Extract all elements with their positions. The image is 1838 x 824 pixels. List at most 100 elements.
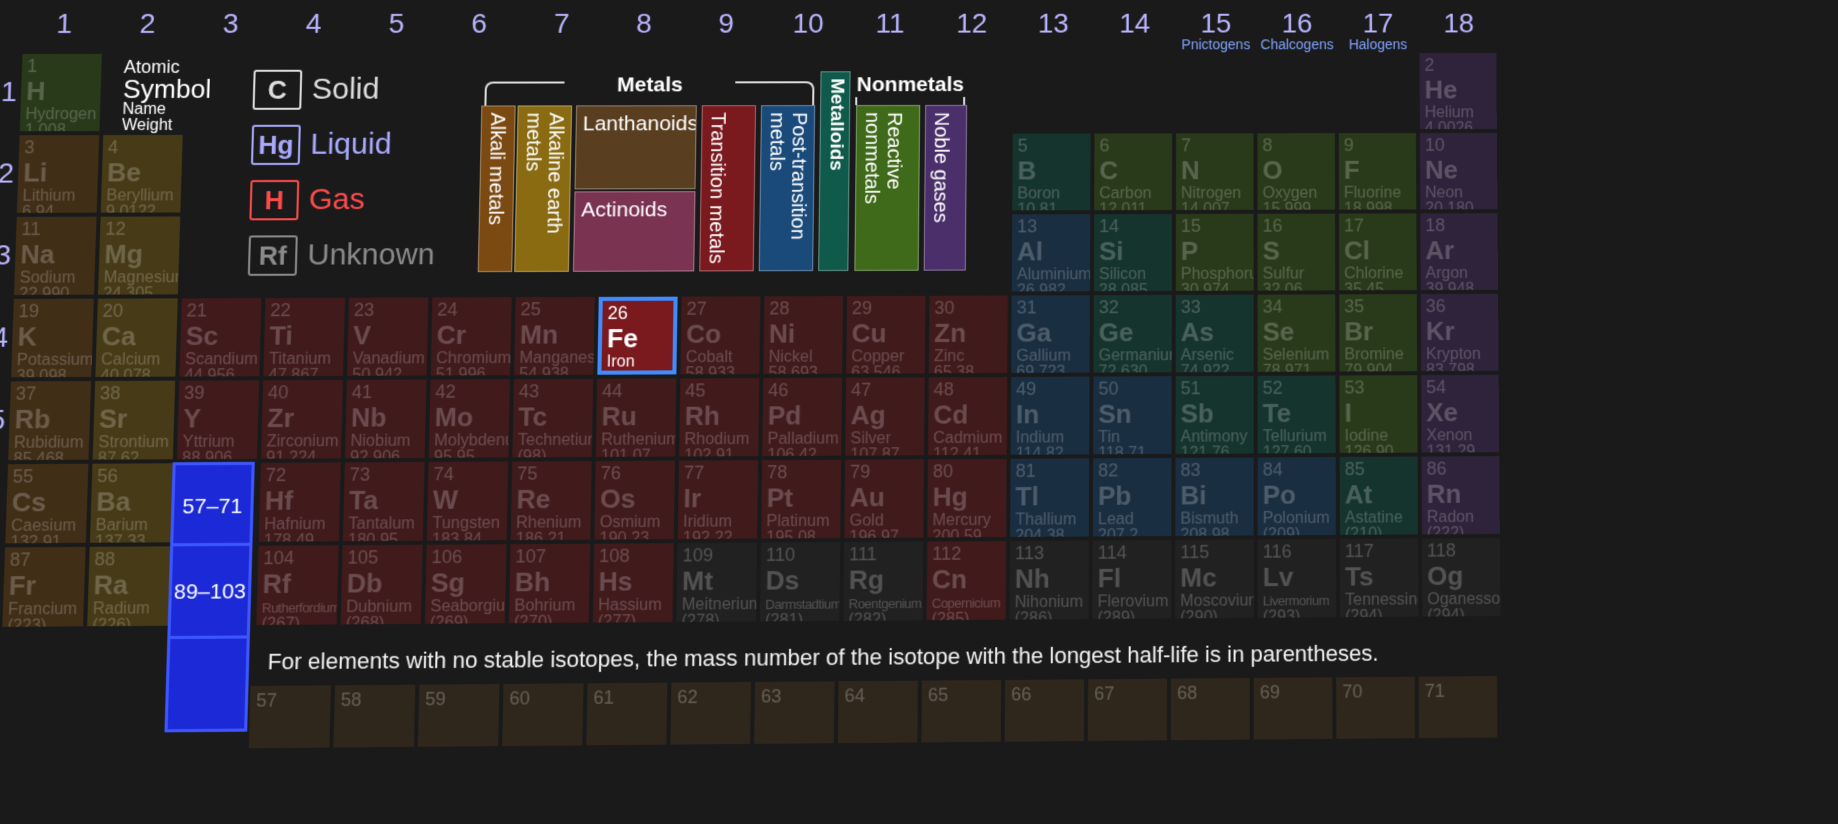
element-cell-mg[interactable]: 12 Mg Magnesium 24.305	[98, 216, 180, 294]
element-cell-cl[interactable]: 17 Cl Chlorine 35.45	[1339, 213, 1417, 290]
element-cell-rb[interactable]: 37 Rb Rubidium 85.468	[8, 381, 91, 460]
element-cell-sg[interactable]: 106 Sg Seaborgium (269)	[425, 544, 507, 624]
category-transition[interactable]: Transition metals	[699, 105, 756, 271]
element-cell-tc[interactable]: 43 Tc Technetium (98)	[512, 379, 593, 458]
lanthanoid-placeholder[interactable]: 57–71	[170, 462, 255, 547]
element-cell-at[interactable]: 85 At Astatine (210)	[1340, 457, 1418, 535]
lanthanoid-stub-61[interactable]: 61	[586, 683, 667, 746]
element-cell-y[interactable]: 39 Y Yttrium 88.906	[177, 380, 259, 459]
element-cell-nb[interactable]: 41 Nb Niobium 92.906	[345, 380, 427, 459]
element-cell-lv[interactable]: 116 Lv Livermorium (293)	[1258, 539, 1336, 618]
element-cell-pt[interactable]: 78 Pt Platinum 195.08	[761, 460, 841, 539]
lanthanoid-stub-67[interactable]: 67	[1088, 679, 1167, 741]
element-cell-sr[interactable]: 38 Sr Strontium 87.62	[93, 381, 176, 460]
element-cell-mt[interactable]: 109 Mt Meitnerium (278)	[676, 543, 757, 622]
element-cell-fe[interactable]: 26FeIron55.845	[597, 297, 677, 375]
element-cell-p[interactable]: 15 P Phosphorus 30.974	[1176, 214, 1254, 291]
lanthanoid-stub-65[interactable]: 65	[921, 680, 1001, 742]
lanthanoid-stub-58[interactable]: 58	[333, 685, 415, 748]
element-cell-pd[interactable]: 46 Pd Palladium 106.42	[762, 378, 842, 456]
element-cell-ts[interactable]: 117 Ts Tennessine (294)	[1340, 538, 1418, 617]
element-cell-br[interactable]: 35 Br Bromine 79.904	[1339, 294, 1417, 371]
element-cell-os[interactable]: 76 Os Osmium 190.23	[594, 461, 675, 540]
element-cell-zr[interactable]: 40 Zr Zirconium 91.224	[261, 380, 343, 459]
element-cell-ne[interactable]: 10 Ne Neon 20.180	[1420, 133, 1498, 209]
element-cell-bh[interactable]: 107 Bh Bohrium (270)	[509, 544, 590, 624]
element-cell-ra[interactable]: 88 Ra Radium (226)	[87, 546, 170, 626]
category-alkali[interactable]: Alkali metals	[478, 105, 516, 272]
element-cell-ni[interactable]: 28 Ni Nickel 58.693	[763, 296, 843, 374]
lanthanoid-stub-71[interactable]: 71	[1419, 676, 1498, 738]
element-cell-i[interactable]: 53 I Iodine 126.90	[1339, 375, 1417, 453]
element-cell-f[interactable]: 9 F Fluorine 18.998	[1339, 133, 1417, 210]
lanthanoid-stub-64[interactable]: 64	[838, 681, 918, 743]
element-cell-kr[interactable]: 36 Kr Krypton 83.798	[1421, 294, 1499, 371]
category-post[interactable]: Post-transition metals	[759, 105, 815, 271]
element-cell-ir[interactable]: 77 Ir Iridium 192.22	[678, 460, 758, 539]
element-cell-mn[interactable]: 25 Mn Manganese 54.938	[514, 297, 595, 375]
element-cell-mc[interactable]: 115 Mc Moscovium (290)	[1175, 539, 1254, 618]
lanthanoid-stub-69[interactable]: 69	[1254, 677, 1333, 739]
lanthanoid-stub-63[interactable]: 63	[754, 681, 834, 743]
element-cell-li[interactable]: 3 Li Lithium 6.94	[17, 135, 99, 213]
element-cell-db[interactable]: 105 Db Dubnium (268)	[341, 545, 423, 625]
lanthanoid-stub-66[interactable]: 66	[1005, 679, 1084, 741]
element-cell-ru[interactable]: 44 Ru Ruthenium 101.07	[596, 378, 677, 457]
element-cell-po[interactable]: 84 Po Polonium (209)	[1258, 457, 1336, 535]
element-cell-ga[interactable]: 31 Ga Gallium 69.723	[1011, 295, 1090, 373]
element-cell-fr[interactable]: 87 Fr Francium (223)	[2, 547, 85, 627]
element-cell-b[interactable]: 5 B Boron 10.81	[1012, 134, 1090, 211]
element-cell-mo[interactable]: 42 Mo Molybdenum 95.95	[429, 379, 510, 458]
element-cell-hg[interactable]: 80 Hg Mercury 200.59	[927, 459, 1006, 538]
element-cell-re[interactable]: 75 Re Rhenium 186.21	[511, 461, 592, 540]
element-cell-fl[interactable]: 114 Fl Flerovium (289)	[1092, 540, 1171, 619]
element-cell-nh[interactable]: 113 Nh Nihonium (286)	[1010, 541, 1089, 620]
element-cell-co[interactable]: 27 Co Cobalt 58.933	[680, 296, 760, 374]
actinoid-placeholder[interactable]: 89–103	[167, 546, 252, 639]
element-cell-cr[interactable]: 24 Cr Chromium 51.996	[431, 297, 512, 375]
element-cell-te[interactable]: 52 Te Tellurium 127.60	[1258, 376, 1336, 454]
element-cell-al[interactable]: 13 Al Aluminium 26.982	[1012, 214, 1090, 291]
element-cell-si[interactable]: 14 Si Silicon 28.085	[1094, 214, 1172, 291]
category-lanthanoid[interactable]: Lanthanoids	[575, 105, 697, 189]
element-cell-ti[interactable]: 22 Ti Titanium 47.867	[263, 298, 345, 376]
element-cell-ca[interactable]: 20 Ca Calcium 40.078	[95, 298, 177, 377]
element-cell-sb[interactable]: 51 Sb Antimony 121.76	[1175, 376, 1253, 454]
element-cell-ds[interactable]: 110 Ds Darmstadtium (281)	[760, 542, 840, 621]
element-cell-sn[interactable]: 50 Sn Tin 118.71	[1093, 376, 1171, 454]
category-metalloid[interactable]: Metalloids	[818, 71, 850, 271]
category-actinoid[interactable]: Actinoids	[573, 191, 696, 272]
element-cell-cn[interactable]: 112 Cn Copernicium (285)	[927, 541, 1007, 620]
element-cell-se[interactable]: 34 Se Selenium 78.971	[1258, 294, 1336, 371]
element-cell-pb[interactable]: 82 Pb Lead 207.2	[1093, 458, 1172, 537]
element-cell-in[interactable]: 49 In Indium 114.82	[1011, 377, 1090, 455]
element-cell-hs[interactable]: 108 Hs Hassium (277)	[593, 543, 674, 622]
lanthanoid-stub-70[interactable]: 70	[1336, 677, 1415, 739]
category-noble[interactable]: Noble gases	[924, 105, 967, 271]
element-cell-cs[interactable]: 55 Cs Caesium 132.91	[5, 464, 88, 544]
element-cell-au[interactable]: 79 Au Gold 196.97	[844, 459, 924, 538]
element-cell-k[interactable]: 19 K Potassium 39.098	[11, 299, 94, 378]
element-cell-n[interactable]: 7 N Nitrogen 14.007	[1176, 133, 1254, 210]
element-cell-c[interactable]: 6 C Carbon 12.011	[1094, 133, 1172, 210]
element-cell-ge[interactable]: 32 Ge Germanium 72.630	[1094, 295, 1172, 373]
element-cell-w[interactable]: 74 W Tungsten 183.84	[427, 462, 508, 541]
element-cell-be[interactable]: 4 Be Beryllium 9.0122	[101, 135, 183, 213]
element-cell-hf[interactable]: 72 Hf Hafnium 178.49	[259, 462, 341, 541]
element-cell-rg[interactable]: 111 Rg Roentgenium (282)	[843, 542, 923, 621]
element-cell-zn[interactable]: 30 Zn Zinc 65.38	[929, 296, 1008, 374]
element-cell-ta[interactable]: 73 Ta Tantalum 180.95	[343, 462, 425, 541]
element-cell-o[interactable]: 8 O Oxygen 15.999	[1258, 133, 1336, 210]
element-cell-ag[interactable]: 47 Ag Silver 107.87	[845, 377, 924, 455]
element-cell-v[interactable]: 23 V Vanadium 50.942	[347, 298, 428, 376]
element-cell-rf[interactable]: 104 Rf Rutherfordium (267)	[256, 545, 338, 625]
element-cell-xe[interactable]: 54 Xe Xenon 131.29	[1421, 375, 1499, 453]
element-cell-rn[interactable]: 86 Rn Radon (222)	[1422, 456, 1500, 534]
element-cell-rh[interactable]: 45 Rh Rhodium 102.91	[679, 378, 759, 456]
lanthanoid-stub-60[interactable]: 60	[502, 683, 583, 746]
element-cell-h[interactable]: 1 H Hydrogen 1.008	[20, 54, 102, 131]
lanthanoid-stub-68[interactable]: 68	[1171, 678, 1250, 740]
element-cell-ar[interactable]: 18 Ar Argon 39.948	[1420, 213, 1498, 290]
category-reactive[interactable]: Reactive nonmetals	[854, 105, 920, 271]
element-cell-sc[interactable]: 21 Sc Scandium 44.956	[179, 298, 261, 376]
